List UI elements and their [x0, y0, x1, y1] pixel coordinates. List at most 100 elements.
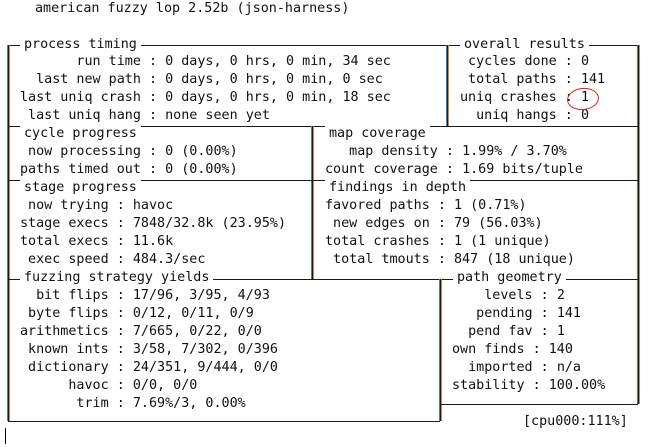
- stat-row-now-trying: now trying : havoc: [20, 197, 173, 215]
- section-title-fuzzing-strategy-yields: fuzzing strategy yields: [20, 269, 214, 287]
- separator: :: [108, 288, 133, 303]
- separator: :: [108, 396, 133, 411]
- stat-label: new edges on: [325, 216, 430, 231]
- stat-value: 1 (1 unique): [454, 234, 551, 249]
- stat-value: 2: [556, 288, 565, 303]
- divider: [8, 421, 440, 422]
- stat-row-last-uniq-crash: last uniq crash : 0 days, 0 hrs, 0 min, …: [20, 89, 391, 107]
- stat-row-levels: levels : 2: [452, 287, 565, 305]
- stat-row-exec-speed: exec speed : 484.3/sec: [20, 251, 205, 269]
- divider: [8, 126, 638, 127]
- separator: :: [108, 306, 133, 321]
- stat-value: 7/665, 0/22, 0/0: [132, 324, 262, 339]
- separator: :: [108, 324, 133, 339]
- divider: [8, 180, 638, 181]
- stat-label: now processing: [20, 144, 141, 159]
- section-title-process-timing: process timing: [20, 36, 141, 54]
- stat-row-stage-execs: stage execs : 7848/32.8k (23.95%): [20, 215, 286, 233]
- stat-label: pending: [452, 306, 533, 321]
- stat-row-favored-paths: favored paths : 1 (0.71%): [325, 197, 527, 215]
- stat-label: own finds: [452, 342, 525, 357]
- section-title-cycle-progress: cycle progress: [20, 125, 141, 143]
- stat-label: imported: [452, 360, 533, 375]
- stat-value: 79 (56.03%): [454, 216, 543, 231]
- stat-label: arithmetics: [20, 324, 109, 339]
- separator: :: [140, 162, 166, 177]
- separator: :: [556, 90, 581, 105]
- separator: :: [524, 342, 549, 357]
- stat-label: exec speed: [20, 252, 109, 267]
- stat-value: 484.3/sec: [132, 252, 206, 267]
- separator: :: [108, 342, 133, 357]
- section-title-path-geometry: path geometry: [453, 269, 566, 287]
- separator: :: [429, 216, 454, 231]
- stat-value: none seen yet: [165, 108, 270, 123]
- stat-value: 1: [556, 324, 565, 339]
- separator: :: [532, 288, 557, 303]
- stat-value: 0 (0.00%): [165, 162, 238, 177]
- stat-value: 847 (18 unique): [454, 252, 575, 267]
- stat-row-cycles-done: cycles done : 0: [460, 53, 589, 71]
- terminal-cursor: [5, 428, 6, 444]
- stat-value: 24/351, 9/444, 0/0: [132, 360, 278, 375]
- separator: :: [108, 360, 133, 375]
- stat-value: 3/58, 7/302, 0/396: [132, 342, 278, 357]
- stat-row-uniq-hangs: uniq hangs : 0: [460, 107, 589, 125]
- stat-row-paths-timed-out: paths timed out : 0 (0.00%): [20, 161, 238, 179]
- stat-row-total-paths: total paths : 141: [460, 71, 605, 89]
- separator: :: [556, 108, 581, 123]
- stat-row-byte-flips: byte flips : 0/12, 0/11, 0/9: [20, 305, 254, 323]
- stat-label: total paths: [460, 72, 557, 87]
- section-title-stage-progress: stage progress: [20, 179, 141, 197]
- stat-value: 0 days, 0 hrs, 0 min, 0 sec: [165, 72, 383, 87]
- stat-label: paths timed out: [20, 162, 141, 177]
- stat-value: 7.69%/3, 0.00%: [132, 396, 246, 411]
- separator: :: [108, 198, 133, 213]
- stat-label: stage execs: [20, 216, 109, 231]
- stat-value: 0 days, 0 hrs, 0 min, 34 sec: [165, 54, 391, 69]
- stat-label: last new path: [20, 72, 141, 87]
- stat-value: 11.6k: [132, 234, 174, 249]
- stat-label: total execs: [20, 234, 109, 249]
- divider: [638, 45, 639, 404]
- separator: :: [556, 72, 581, 87]
- stat-value: 0 days, 0 hrs, 0 min, 18 sec: [165, 90, 391, 105]
- stat-row-known-ints: known ints : 3/58, 7/302, 0/396: [20, 341, 278, 359]
- stat-label: stability: [452, 378, 525, 393]
- stat-value: 1 (0.71%): [454, 198, 527, 213]
- stat-label: total tmouts: [325, 252, 430, 267]
- stat-value: 0: [580, 54, 589, 69]
- stat-label: now trying: [20, 198, 109, 213]
- stat-row-new-edges-on: new edges on : 79 (56.03%): [325, 215, 543, 233]
- separator: :: [532, 306, 557, 321]
- window-title: american fuzzy lop 2.52b (json-harness): [35, 1, 350, 16]
- stat-label: levels: [452, 288, 533, 303]
- stat-label: run time: [20, 54, 141, 69]
- stat-row-total-crashes: total crashes : 1 (1 unique): [325, 233, 551, 251]
- stat-row-imported: imported : n/a: [452, 359, 581, 377]
- stat-label: total crashes: [325, 234, 430, 249]
- stat-value: 1.99% / 3.70%: [462, 144, 567, 159]
- stat-row-last-uniq-hang: last uniq hang : none seen yet: [20, 107, 270, 125]
- separator: :: [108, 378, 133, 393]
- stat-row-map-density: map density : 1.99% / 3.70%: [325, 143, 567, 161]
- stat-label: bit flips: [20, 288, 109, 303]
- stat-label: pend fav: [452, 324, 533, 339]
- separator: :: [532, 324, 557, 339]
- stat-value: 0: [580, 108, 589, 123]
- separator: :: [108, 216, 133, 231]
- stat-label: uniq hangs: [460, 108, 557, 123]
- stat-row-uniq-crashes: uniq crashes : 1: [460, 89, 589, 107]
- separator: :: [140, 144, 166, 159]
- stat-row-pend-fav: pend fav : 1: [452, 323, 565, 341]
- stat-label: uniq crashes: [460, 90, 557, 105]
- stat-label: last uniq crash: [20, 90, 141, 105]
- divider: [440, 279, 441, 421]
- stat-row-now-processing: now processing : 0 (0.00%): [20, 143, 238, 161]
- stat-row-bit-flips: bit flips : 17/96, 3/95, 4/93: [20, 287, 270, 305]
- separator: :: [532, 360, 557, 375]
- section-title-overall-results: overall results: [460, 36, 589, 54]
- section-title-map-coverage: map coverage: [325, 125, 430, 143]
- separator: :: [140, 72, 166, 87]
- stat-row-total-tmouts: total tmouts : 847 (18 unique): [325, 251, 575, 269]
